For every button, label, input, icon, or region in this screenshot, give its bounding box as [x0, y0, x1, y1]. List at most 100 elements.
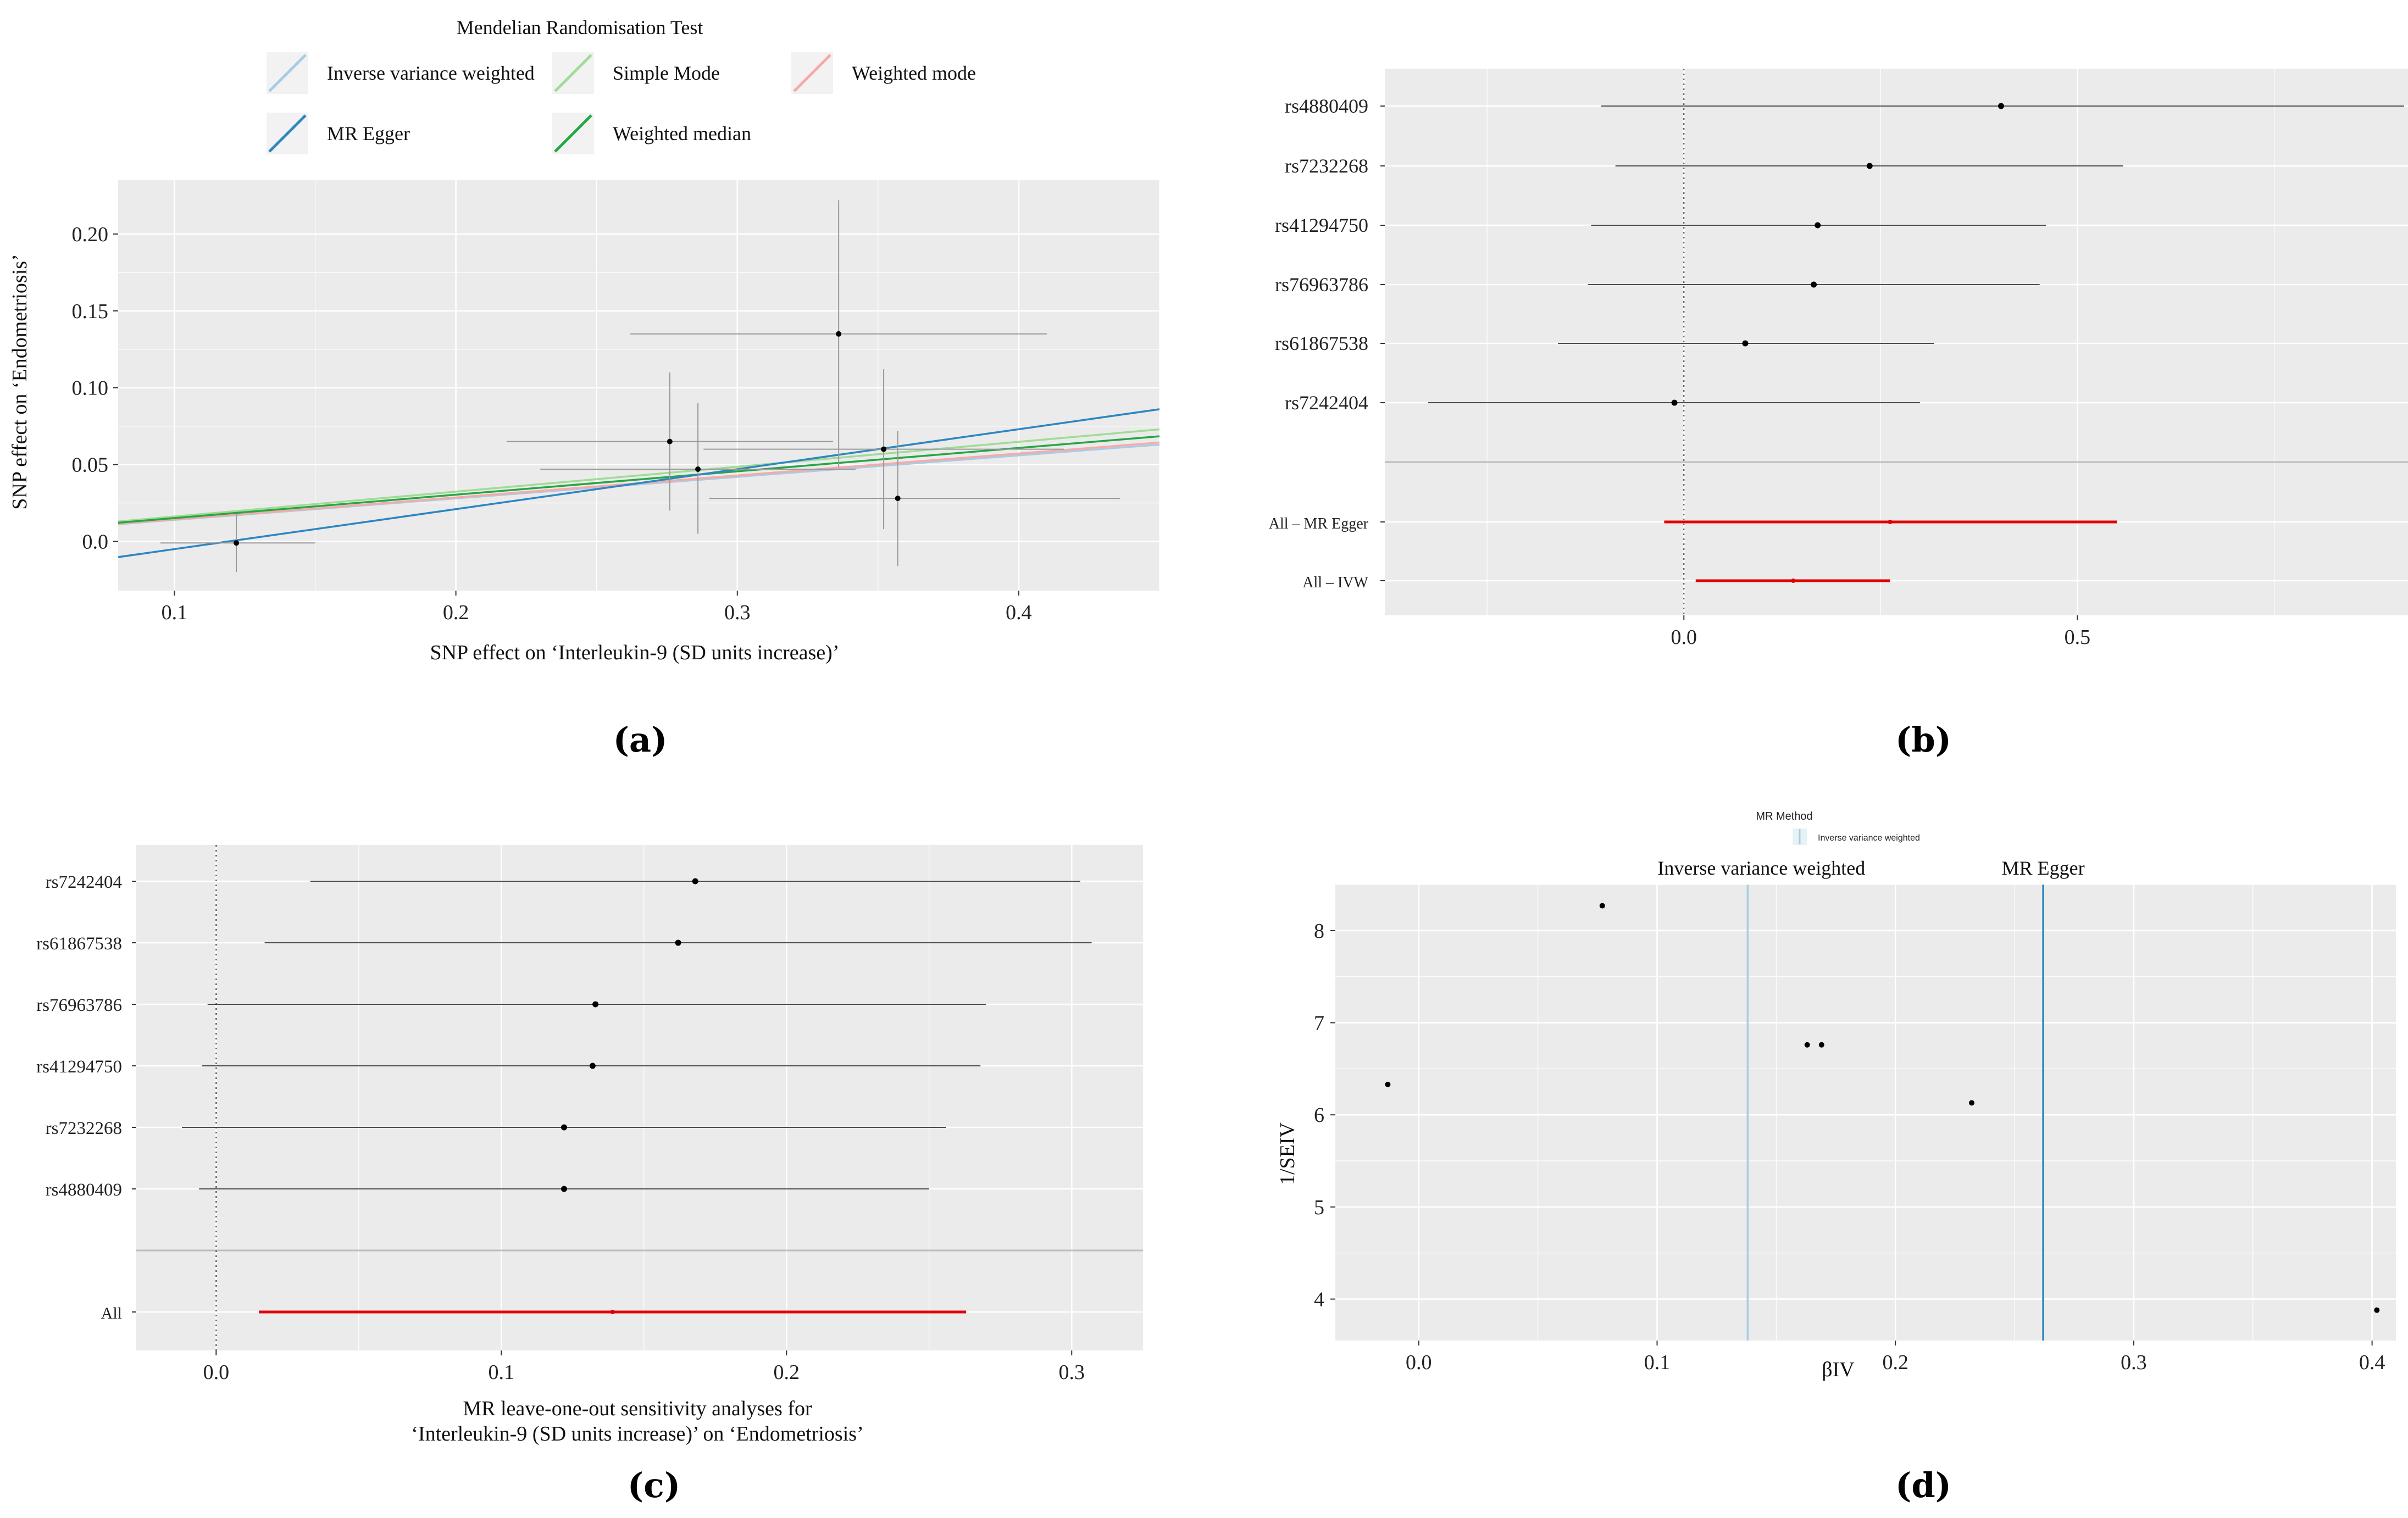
panel-c-forest: rs7242404 rs61867538 rs76963786 rs41294750 r… [36, 845, 1143, 1505]
legend-key-line [268, 54, 307, 92]
row-label: rs4880409 [46, 1180, 122, 1200]
data-point-a [506, 372, 833, 511]
estimate-point [561, 1124, 567, 1131]
panel-label-b: (b) [1895, 720, 1951, 760]
x-tick-label-d: 0.1 [1644, 1351, 1671, 1374]
point-marker [695, 466, 701, 472]
snp-row: rs61867538 [1275, 332, 1934, 354]
y-tick-label-a: 0.15 [72, 300, 109, 323]
panel-label-d: (d) [1895, 1465, 1951, 1505]
estimate-point [589, 1063, 596, 1069]
panel-b-forest: rs4880409 rs7232268 rs41294750 rs76963786 rs… [1269, 69, 2408, 760]
plot-area-c [136, 845, 1143, 1350]
x-tick-label-a: 0.1 [162, 601, 188, 624]
x-tick-label-a: 0.2 [443, 601, 469, 624]
x-tick-label-b: 0.5 [2065, 626, 2091, 649]
point-marker-d [1804, 1042, 1810, 1048]
point-marker [895, 496, 901, 502]
row-label: rs7232268 [1285, 155, 1368, 177]
legend-item-mr-egger: MR Egger [267, 113, 410, 154]
legend-key-line [554, 54, 592, 92]
x-axis-title-d-text: βIV [1822, 1358, 1855, 1381]
legend-item-weighted-mode: Weighted mode [791, 52, 976, 94]
ticks-b: 0.0 0.5 [1671, 615, 2091, 649]
y-tick-label-a: 0.0 [82, 530, 109, 553]
row-label: All [101, 1304, 122, 1322]
row-label: All – IVW [1302, 574, 1368, 591]
row-label: rs76963786 [36, 996, 122, 1015]
legend-title-a: Mendelian Randomisation Test [457, 16, 703, 38]
x-axis-title-d: βIV [1822, 1358, 1855, 1381]
line-weighted-median [118, 435, 1160, 524]
snp-row: rs7242404 [1285, 392, 1920, 414]
y-tick-label-d: 8 [1314, 920, 1324, 943]
estimate-point [592, 1001, 599, 1008]
row-label: rs41294750 [1275, 214, 1368, 236]
legend-label: Simple Mode [613, 62, 720, 84]
legend-a: Inverse variance weighted Simple Mode Weig… [267, 52, 976, 154]
legend-key-line [268, 114, 307, 153]
legend-title-d: MR Method [1756, 810, 1812, 822]
summary-row: All – IVW [1302, 574, 1890, 591]
estimate-point [1815, 222, 1821, 229]
snp-row: rs7242404 [46, 872, 1080, 892]
y-tick-label-a: 0.20 [72, 223, 109, 246]
legend-key-line [793, 54, 831, 92]
ticks-a: 0.1 0.2 0.3 0.4 0.0 0.05 0.10 0.15 0.20 [72, 223, 1032, 624]
estimate-point [1791, 579, 1796, 583]
point-marker-d [1818, 1042, 1824, 1048]
snp-row: rs4880409 [1285, 95, 2404, 117]
forest-rows-b: rs4880409 rs7232268 rs41294750 rs76963786 rs… [1269, 95, 2404, 591]
summary-row: All [101, 1304, 967, 1322]
y-tick-label-d: 4 [1314, 1288, 1324, 1311]
y-tick-label-a: 0.05 [72, 454, 109, 477]
snp-row: rs41294750 [1275, 214, 2046, 236]
legend-item-simple-mode: Simple Mode [552, 52, 720, 94]
legend-label: Weighted mode [852, 62, 976, 84]
plot-area-a [118, 180, 1159, 591]
y-tick-label-a: 0.10 [72, 377, 109, 400]
point-marker [881, 446, 887, 452]
panel-label-a: (a) [613, 720, 668, 760]
ticks-c: 0.0 0.1 0.2 0.3 [203, 1350, 1085, 1384]
vline-label: Inverse variance weighted [1657, 857, 1865, 879]
row-label: rs61867538 [1275, 332, 1368, 354]
row-label: rs7242404 [46, 872, 122, 892]
point-marker-d [1385, 1081, 1391, 1087]
panel-d-funnel: MR Method Inverse variance weighted Inve… [1276, 810, 2396, 1505]
ticks-d: 0.0 0.1 0.2 0.3 0.4 4 5 6 7 8 [1314, 920, 2385, 1374]
x-axis-title-c-line2: ‘Interleukin-9 (SD units increase)’ on ‘… [411, 1422, 863, 1445]
estimate-point [1742, 340, 1749, 347]
estimate-point [1866, 163, 1873, 169]
data-point-a [709, 431, 1120, 566]
row-label: rs61867538 [36, 934, 122, 954]
point-marker [667, 438, 673, 444]
summary-row: All – MR Egger [1269, 515, 2117, 532]
plot-area-d [1335, 885, 2396, 1341]
regression-lines-a [118, 408, 1160, 558]
x-tick-label-d: 0.0 [1406, 1351, 1432, 1374]
estimate-point [1811, 281, 1817, 288]
x-axis-title-c-line1: MR leave-one-out sensitivity analyses fo… [463, 1397, 812, 1420]
x-axis-title-a: SNP effect on ‘Interleukin-9 (SD units i… [430, 641, 839, 664]
data-point-a [703, 369, 1064, 530]
legend-item-inverse-variance-weighted: Inverse variance weighted [267, 52, 535, 94]
line-simple-mode [118, 428, 1160, 522]
point-marker-d [2374, 1307, 2380, 1313]
plot-area-b [1385, 69, 2408, 615]
point-marker-d [1599, 903, 1605, 909]
panel-label-c: (c) [628, 1465, 680, 1505]
snp-row: rs4880409 [46, 1180, 929, 1200]
estimate-point [692, 878, 698, 885]
snp-row: rs41294750 [36, 1057, 981, 1077]
forest-rows-c: rs7242404 rs61867538 rs76963786 rs41294750 r… [36, 872, 1092, 1322]
point-marker [836, 331, 842, 337]
data-point-a [160, 514, 315, 572]
estimate-point [675, 939, 681, 946]
estimate-point [1888, 520, 1893, 524]
x-tick-label-a: 0.3 [724, 601, 751, 624]
row-label: rs7232268 [46, 1119, 122, 1138]
snp-row: rs7232268 [46, 1119, 946, 1138]
y-tick-label-d: 5 [1314, 1196, 1324, 1219]
x-tick-label-d: 0.2 [1882, 1351, 1908, 1374]
